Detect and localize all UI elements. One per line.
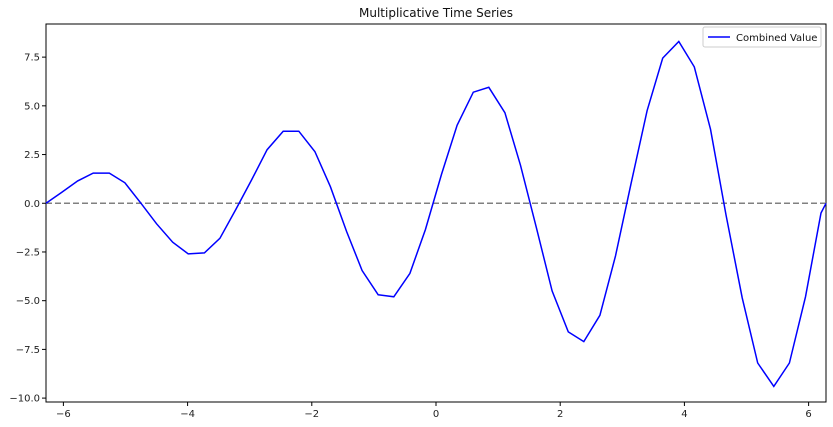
- x-tick-label: 6: [805, 409, 811, 420]
- legend-box: [702, 26, 822, 48]
- y-tick-label: −5.0: [16, 296, 40, 307]
- y-tick-label: −10.0: [9, 394, 40, 405]
- series-line-combined-value: [45, 40, 827, 388]
- x-axis: −6 −4 −2 0 2 4 6: [56, 402, 812, 420]
- x-tick-label: 4: [681, 409, 687, 420]
- x-tick-label: −6: [56, 409, 71, 420]
- x-tick-label: −4: [180, 409, 195, 420]
- plot-frame: [45, 23, 827, 403]
- y-tick-label: −2.5: [16, 247, 40, 258]
- y-tick-label: 2.5: [24, 150, 40, 161]
- legend: Combined Value: [702, 26, 822, 48]
- x-tick-label: 0: [433, 409, 439, 420]
- x-tick-label: 2: [557, 409, 563, 420]
- legend-label-combined-value: Combined Value: [736, 33, 817, 44]
- chart-title: Multiplicative Time Series: [359, 6, 513, 20]
- y-tick-label: −7.5: [16, 345, 40, 356]
- y-tick-label: 5.0: [24, 101, 40, 112]
- x-tick-label: −2: [304, 409, 319, 420]
- y-tick-label: 0.0: [24, 199, 40, 210]
- y-tick-label: 7.5: [24, 53, 40, 64]
- y-axis: −10.0 −7.5 −5.0 −2.5 0.0 2.5 5.0 7.5: [9, 53, 46, 405]
